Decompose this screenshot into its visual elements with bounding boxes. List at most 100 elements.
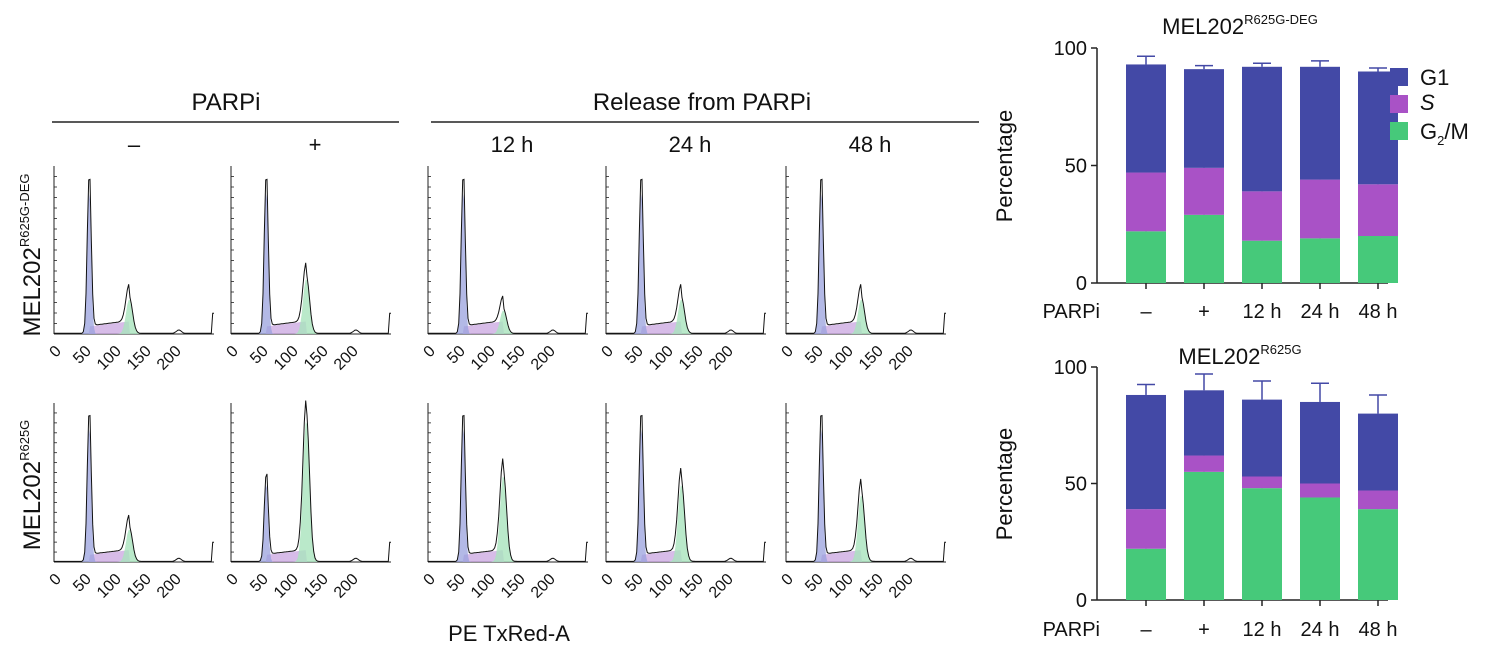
histogram-x-tick-label: 200 <box>706 571 737 602</box>
y-tick-label: 0 <box>1076 590 1087 612</box>
histogram-x-tick-label: 50 <box>802 343 827 368</box>
histogram-outline <box>231 178 391 334</box>
histogram-g2m-area <box>54 529 214 562</box>
histogram-x-tick-label: 100 <box>646 343 677 374</box>
histogram-outline <box>786 178 946 334</box>
bar-segment <box>1184 214 1224 283</box>
x-tick-label: + <box>1198 619 1210 641</box>
x-row-label: PARPi <box>1043 301 1100 323</box>
histogram-x-tick-label: 150 <box>124 343 155 374</box>
bar-chart-wt: MEL202R625G Percentage 0 50 100 – +12 h 24 h 4… <box>992 342 1398 641</box>
histogram-x-tick-label: 150 <box>856 571 887 602</box>
histogram-x-tick-label: 150 <box>498 343 529 374</box>
bar-segment <box>1126 64 1166 173</box>
column-label: – <box>128 132 141 157</box>
legend: G1 S G2/M <box>1390 65 1469 148</box>
histogram-x-tick-label: 50 <box>247 571 272 596</box>
bar-segment <box>1242 399 1282 477</box>
bar-segment <box>1184 455 1224 472</box>
x-tick-label: 48 h <box>1359 301 1398 323</box>
bar-segment <box>1242 191 1282 241</box>
bar-segment <box>1242 240 1282 283</box>
histogram-x-tick-label: 200 <box>331 343 362 374</box>
bar-segment <box>1358 236 1398 283</box>
flow-headers: PARPi Release from PARPi – + 12 h 24 h 4… <box>52 89 979 157</box>
column-label: 48 h <box>849 132 892 157</box>
histogram-g2m-area <box>786 495 946 562</box>
row-label-main: MEL202 <box>19 461 46 550</box>
histogram-x-tick-label: 0 <box>224 343 242 361</box>
bar-segment <box>1300 238 1340 283</box>
histogram-x-tick-label: 50 <box>70 571 95 596</box>
histogram-x-tick-label: 50 <box>802 571 827 596</box>
histogram-outline <box>231 400 391 562</box>
histogram-g2m-area <box>54 299 214 334</box>
histogram-x-tick-label: 200 <box>154 571 185 602</box>
column-label: 24 h <box>669 132 712 157</box>
histogram-panel: 0 50 100 150 200 <box>224 400 391 602</box>
chart-title-sup: R625G-DEG <box>1244 12 1318 27</box>
histogram-x-tick-label: 0 <box>47 343 65 361</box>
x-tick-label: 48 h <box>1359 619 1398 641</box>
histogram-x-tick-label: 100 <box>646 571 677 602</box>
chart-plot: 0 50 100 – +12 h 24 h 48 h <box>1054 38 1398 323</box>
bar-segment <box>1300 483 1340 498</box>
histogram-panel: 0 50 100 150 200 <box>599 166 766 374</box>
x-row-label: PARPi <box>1043 619 1100 641</box>
histogram-x-tick-label: 100 <box>826 571 857 602</box>
histogram-x-tick-label: 0 <box>599 571 617 589</box>
bar-segment <box>1358 413 1398 491</box>
row-label-wt: MEL202R625G <box>17 420 46 551</box>
column-label: 12 h <box>491 132 534 157</box>
histogram-x-tick-label: 150 <box>301 343 332 374</box>
histogram-x-tick-label: 200 <box>886 343 917 374</box>
histogram-g2m-area <box>231 279 391 334</box>
histogram-x-tick-label: 50 <box>622 343 647 368</box>
histogram-panel: 0 50 100 150 200 <box>421 403 588 602</box>
bar-segment <box>1242 66 1282 192</box>
y-axis-label: Percentage <box>992 428 1017 541</box>
x-tick-label: – <box>1140 619 1152 641</box>
x-tick-label: – <box>1140 301 1152 323</box>
bar-segment <box>1126 394 1166 510</box>
histogram-g2m-area <box>428 310 588 334</box>
x-tick-label: 12 h <box>1243 301 1282 323</box>
legend-swatch-s <box>1390 95 1408 113</box>
bar-segment <box>1358 490 1398 510</box>
histogram-g1-area <box>786 192 946 334</box>
y-tick-label: 0 <box>1076 273 1087 295</box>
histogram-x-tick-label: 200 <box>886 571 917 602</box>
legend-g2m-rest: /M <box>1444 119 1468 144</box>
histogram-x-tick-label: 0 <box>47 571 65 589</box>
y-tick-label: 50 <box>1065 474 1087 496</box>
histogram-outline <box>786 414 946 562</box>
legend-g2m-main: G <box>1420 119 1437 144</box>
histogram-x-tick-label: 150 <box>676 571 707 602</box>
histogram-panel: 0 50 100 150 200 <box>47 166 214 374</box>
histogram-x-tick-label: 100 <box>94 571 125 602</box>
histogram-x-tick-label: 200 <box>706 343 737 374</box>
legend-label-s: S <box>1420 90 1435 115</box>
legend-label-g2m: G2/M <box>1420 119 1469 148</box>
chart-title-main: MEL202 <box>1178 344 1260 369</box>
histogram-x-tick-label: 200 <box>528 343 559 374</box>
x-tick-label: 24 h <box>1301 301 1340 323</box>
chart-title-sup: R625G <box>1260 342 1301 357</box>
histogram-panel: 0 50 100 150 200 <box>47 403 214 602</box>
x-tick-label: + <box>1198 301 1210 323</box>
x-tick-label: 24 h <box>1301 619 1340 641</box>
bar-segment <box>1300 401 1340 484</box>
legend-label-g1: G1 <box>1420 65 1449 90</box>
bar-segment <box>1300 497 1340 600</box>
histogram-panel: 0 50 100 150 200 <box>421 166 588 374</box>
histogram-x-tick-label: 100 <box>271 343 302 374</box>
histogram-x-tick-label: 50 <box>444 343 469 368</box>
bar-segment <box>1358 509 1398 600</box>
histogram-x-tick-label: 100 <box>271 571 302 602</box>
histogram-outline <box>428 178 588 334</box>
chart-title-main: MEL202 <box>1162 14 1244 39</box>
histogram-x-tick-label: 50 <box>444 571 469 596</box>
histogram-g2m-area <box>428 476 588 562</box>
histogram-panel: 0 50 100 150 200 <box>779 166 946 374</box>
histogram-outline <box>54 414 214 562</box>
